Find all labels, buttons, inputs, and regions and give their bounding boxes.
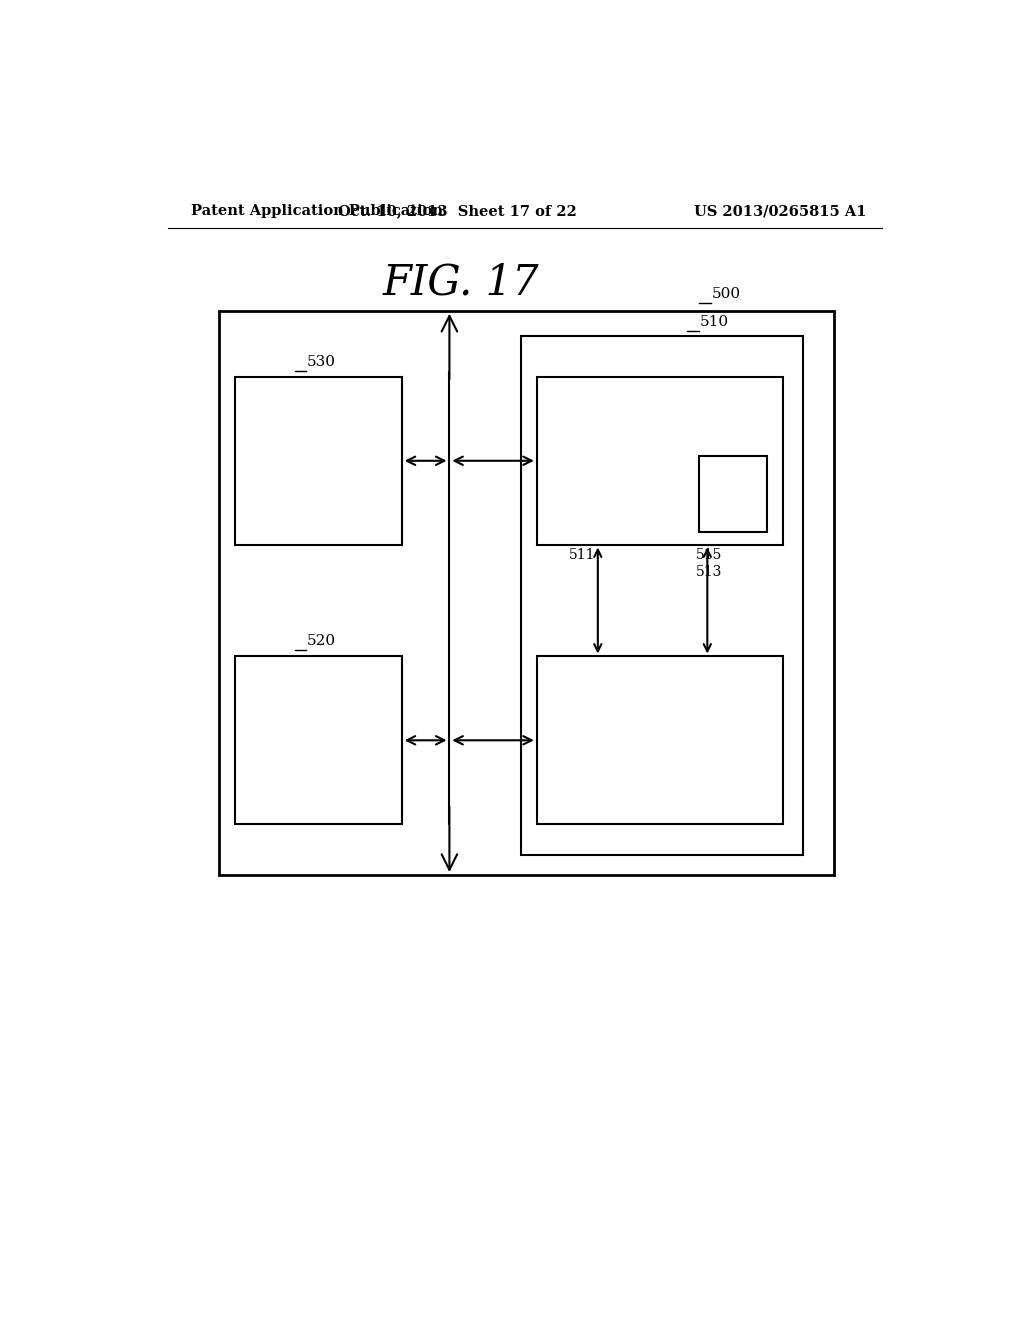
Text: 513: 513 [695,565,722,579]
Text: MC: MC [720,487,746,502]
Bar [537,378,782,545]
Text: Patent Application Publication: Patent Application Publication [191,205,443,218]
Bar [236,378,401,545]
Text: 511: 511 [568,548,595,562]
Bar [537,656,782,824]
Text: Memory
Device: Memory Device [625,721,695,760]
Bar [219,310,835,875]
Bar [521,337,803,854]
Bar [699,457,767,532]
Text: US 2013/0265815 A1: US 2013/0265815 A1 [693,205,866,218]
Text: 510: 510 [699,315,728,329]
Text: 520: 520 [306,635,336,648]
Bar [236,656,401,824]
Text: FIG. 17: FIG. 17 [383,261,540,304]
Text: 500: 500 [712,286,741,301]
Text: Display: Display [288,453,349,470]
Text: 515: 515 [695,548,722,562]
Text: Oct. 10, 2013  Sheet 17 of 22: Oct. 10, 2013 Sheet 17 of 22 [338,205,577,218]
Text: Input Device: Input Device [265,731,372,748]
Text: Processor: Processor [581,428,665,444]
Text: 530: 530 [306,355,336,368]
